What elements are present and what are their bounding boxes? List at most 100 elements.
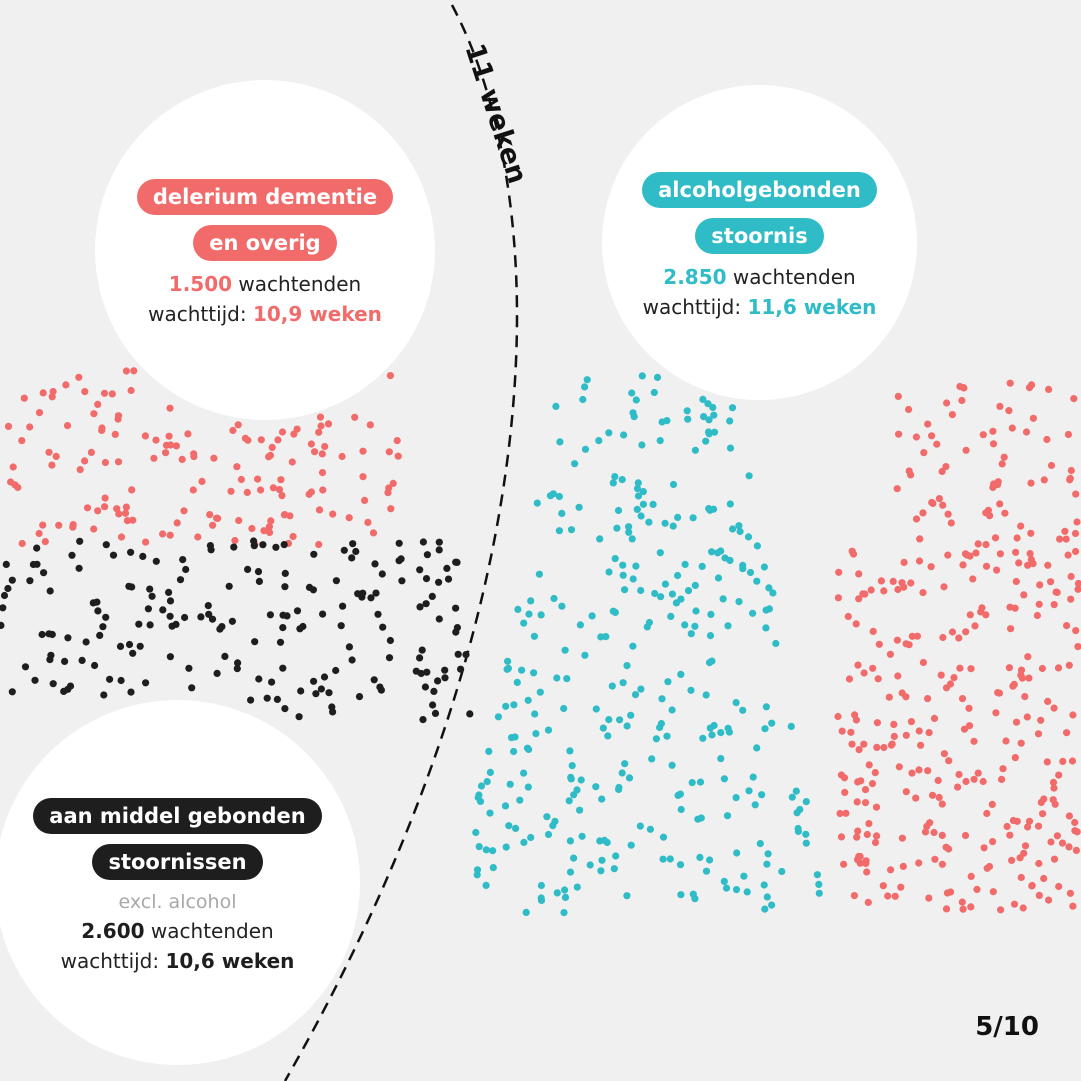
delirium-dot <box>890 720 898 729</box>
substance-dot <box>213 669 221 678</box>
delirium-dot <box>837 771 846 779</box>
alcohol-dot <box>620 431 628 439</box>
alcohol-dot <box>802 839 810 847</box>
alcohol-dot <box>689 890 697 898</box>
alcohol-dot <box>625 774 634 782</box>
alcohol-dot <box>724 724 732 732</box>
alcohol-dot <box>483 778 491 786</box>
delirium-dot <box>863 830 871 839</box>
substance-dot <box>332 666 340 675</box>
substance-dot <box>430 687 438 696</box>
alcohol-dot <box>619 571 627 579</box>
delirium-dot <box>1044 697 1052 706</box>
delirium-dot <box>1055 771 1063 779</box>
alcohol-label-line-1: alcoholgebonden <box>642 171 877 208</box>
delirium-dot <box>958 898 966 906</box>
substance-dot <box>395 557 403 565</box>
delirium-dot <box>123 517 131 525</box>
alcohol-dot <box>477 782 486 790</box>
delirium-dot <box>117 533 126 541</box>
delirium-dot <box>265 453 273 461</box>
delirium-dot <box>254 475 262 483</box>
alcohol-dot <box>537 881 546 890</box>
delirium-dot <box>269 484 277 492</box>
delirium-dot <box>35 409 44 417</box>
alcohol-dot <box>628 535 636 543</box>
substance-dot <box>372 589 380 597</box>
delirium-dot <box>111 430 119 438</box>
alcohol-dot <box>552 402 560 410</box>
delirium-dot <box>989 427 997 435</box>
alcohol-dot <box>544 726 553 734</box>
alcohol-dot <box>511 824 520 833</box>
alcohol-dot <box>696 778 705 786</box>
alcohol-dot <box>645 518 653 526</box>
alcohol-dot <box>588 612 596 620</box>
delirium-dot <box>1017 873 1025 882</box>
delirium-dot <box>917 741 925 749</box>
delirium-dot <box>1063 622 1071 630</box>
delirium-dot <box>1045 896 1053 904</box>
alcohol-dot <box>646 825 655 833</box>
delirium-dot <box>905 467 913 475</box>
delirium-dot <box>1070 395 1078 403</box>
delirium-dot <box>938 860 947 868</box>
delirium-dot <box>101 494 109 502</box>
substance-dot <box>444 575 453 583</box>
alcohol-dot <box>520 619 528 627</box>
delirium-dot <box>237 475 245 484</box>
alcohol-dot <box>729 525 737 533</box>
delirium-dot <box>915 727 923 735</box>
delirium-dot <box>1065 843 1073 851</box>
delirium-dot <box>834 594 843 602</box>
substance-dot <box>8 688 16 696</box>
substance-dot <box>166 612 174 620</box>
substance-dot <box>416 603 424 611</box>
alcohol-dot <box>736 527 744 536</box>
delirium-dot <box>1047 461 1056 470</box>
alcohol-dot <box>735 522 743 530</box>
alcohol-dot <box>634 492 643 500</box>
delirium-dot <box>857 777 865 785</box>
delirium-dot <box>959 561 967 569</box>
substance-dot <box>179 556 187 564</box>
delirium-dot <box>990 480 998 488</box>
delirium-waiting-count: 1.500 <box>168 272 233 296</box>
substance-dot <box>99 623 107 631</box>
alcohol-dot <box>706 506 714 514</box>
alcohol-dot <box>489 847 497 855</box>
delirium-dot <box>4 422 13 430</box>
alcohol-dot <box>705 416 713 424</box>
delirium-dot <box>141 432 149 440</box>
delirium-dot <box>942 463 950 471</box>
alcohol-dot <box>669 480 678 489</box>
substance-dot <box>309 586 317 594</box>
substance-dot <box>329 708 337 716</box>
alcohol-dot <box>506 780 514 788</box>
delirium-dot <box>969 575 977 583</box>
alcohol-dot <box>684 415 692 423</box>
delirium-dot <box>997 906 1005 914</box>
alcohol-dot <box>595 437 603 445</box>
substance-dot <box>185 664 193 672</box>
delirium-dot <box>982 611 990 619</box>
substance-dot <box>452 628 460 636</box>
alcohol-dot <box>768 719 776 727</box>
delirium-dot <box>316 413 325 421</box>
delirium-dot <box>902 731 910 739</box>
delirium-dot <box>1037 716 1045 724</box>
delirium-dot <box>1040 795 1048 803</box>
delirium-dot <box>1027 479 1035 487</box>
substance-dot <box>33 544 41 552</box>
delirium-dot <box>289 532 297 541</box>
delirium-dot <box>98 426 106 434</box>
alcohol-dot <box>561 893 570 902</box>
delirium-dot <box>385 484 393 492</box>
substance-dot <box>93 598 101 606</box>
delirium-dot <box>1053 832 1061 840</box>
alcohol-dot <box>536 688 544 696</box>
alcohol-waiting-row: 2.850 wachtenden <box>663 265 855 289</box>
substance-dot <box>225 582 233 590</box>
delirium-dot <box>872 803 881 811</box>
delirium-dot <box>967 903 975 911</box>
